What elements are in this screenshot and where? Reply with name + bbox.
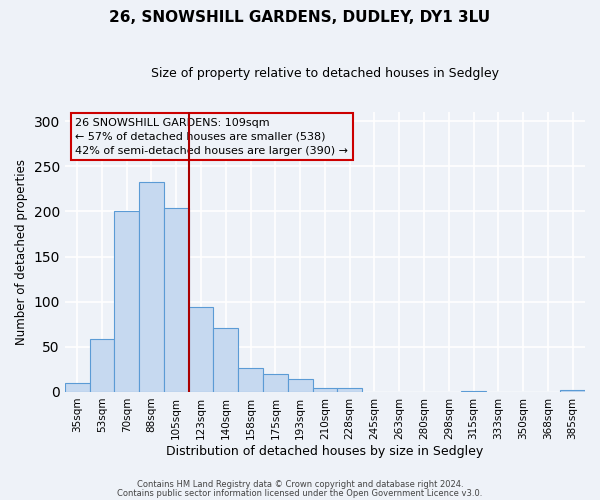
Text: Contains public sector information licensed under the Open Government Licence v3: Contains public sector information licen… xyxy=(118,488,482,498)
Text: 26, SNOWSHILL GARDENS, DUDLEY, DY1 3LU: 26, SNOWSHILL GARDENS, DUDLEY, DY1 3LU xyxy=(109,10,491,25)
Bar xyxy=(188,307,214,392)
Bar xyxy=(337,388,362,392)
Bar xyxy=(214,328,238,392)
Text: 26 SNOWSHILL GARDENS: 109sqm
← 57% of detached houses are smaller (538)
42% of s: 26 SNOWSHILL GARDENS: 109sqm ← 57% of de… xyxy=(75,118,348,156)
Bar xyxy=(560,390,585,392)
Text: Contains HM Land Registry data © Crown copyright and database right 2024.: Contains HM Land Registry data © Crown c… xyxy=(137,480,463,489)
Bar xyxy=(89,338,115,392)
Bar xyxy=(115,212,139,392)
Bar xyxy=(65,383,89,392)
Bar xyxy=(139,182,164,392)
Bar xyxy=(288,380,313,392)
Title: Size of property relative to detached houses in Sedgley: Size of property relative to detached ho… xyxy=(151,68,499,80)
Y-axis label: Number of detached properties: Number of detached properties xyxy=(15,159,28,345)
Bar xyxy=(164,208,188,392)
Bar xyxy=(461,391,486,392)
Bar xyxy=(263,374,288,392)
Bar xyxy=(313,388,337,392)
Bar xyxy=(238,368,263,392)
X-axis label: Distribution of detached houses by size in Sedgley: Distribution of detached houses by size … xyxy=(166,444,484,458)
